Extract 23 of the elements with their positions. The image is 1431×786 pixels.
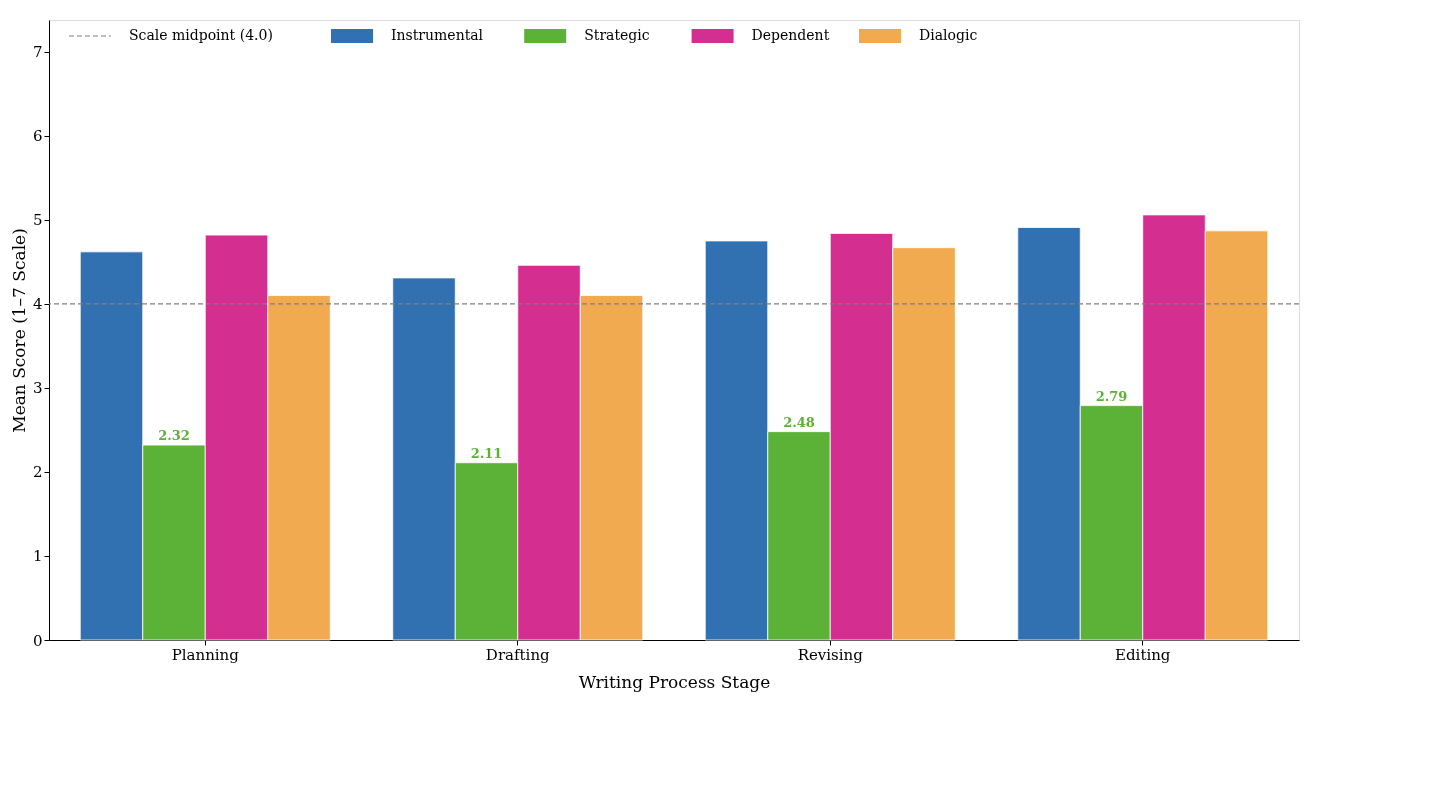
x-tick-label: Planning xyxy=(171,645,240,664)
data-label: 2.32 xyxy=(158,428,190,444)
data-label: 2.48 xyxy=(783,414,815,430)
legend-label: Dialogic xyxy=(919,27,978,43)
x-tick-label: Drafting xyxy=(485,645,551,664)
x-tick-label: Editing xyxy=(1115,645,1171,664)
y-tick-label: 5 xyxy=(32,211,43,230)
y-tick-label: 0 xyxy=(32,631,43,650)
y-tick-label: 6 xyxy=(32,127,43,146)
legend-label: Instrumental xyxy=(391,27,484,43)
y-tick-label: 1 xyxy=(32,547,43,566)
legend-label: Dependent xyxy=(751,27,830,43)
legend-label: Strategic xyxy=(584,27,650,43)
y-tick-label: 4 xyxy=(32,295,43,314)
y-tick-label: 7 xyxy=(32,43,43,62)
x-axis-title: Writing Process Stage xyxy=(578,671,771,692)
data-label: 2.79 xyxy=(1095,388,1128,404)
y-tick-label: 3 xyxy=(32,379,43,398)
data-label: 2.11 xyxy=(470,445,503,461)
y-tick-label: 2 xyxy=(32,463,43,482)
legend-label: Scale midpoint (4.0) xyxy=(129,27,273,43)
y-axis-title: Mean Score (1–7 Scale) xyxy=(8,228,29,433)
x-tick-label: Revising xyxy=(797,645,864,664)
